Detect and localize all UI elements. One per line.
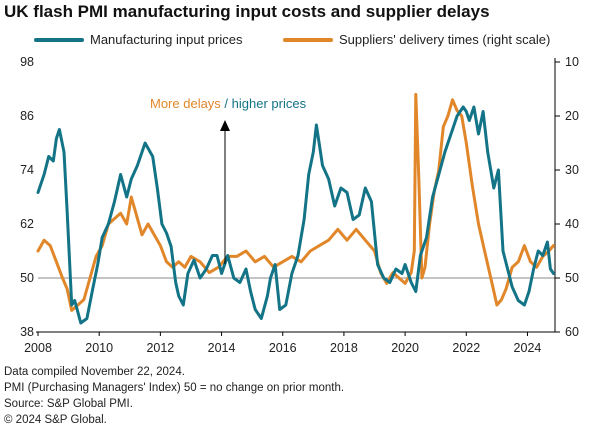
right-tick-label: 10 bbox=[565, 55, 579, 69]
x-tick-label: 2020 bbox=[391, 341, 419, 355]
annotation-separator: / bbox=[221, 96, 232, 111]
legend: Manufacturing input prices Suppliers' de… bbox=[0, 32, 591, 50]
left-axis-ticks: 38 50 62 74 86 98 bbox=[20, 55, 34, 339]
x-tick-label: 2014 bbox=[208, 341, 236, 355]
left-tick-label: 62 bbox=[20, 217, 34, 231]
x-axis-ticks: 2008 2010 2012 2014 2016 2018 2020 2022 2024 bbox=[24, 341, 541, 355]
x-axis-tick-marks bbox=[37, 332, 528, 336]
left-tick-label: 86 bbox=[20, 109, 34, 123]
series-line-delivery-times bbox=[36, 92, 555, 312]
right-tick-label: 50 bbox=[565, 271, 579, 285]
annotation: More delays / higher prices bbox=[150, 96, 307, 264]
x-tick-label: 2024 bbox=[514, 341, 542, 355]
x-tick-label: 2010 bbox=[85, 341, 113, 355]
x-tick-label: 2016 bbox=[269, 341, 297, 355]
note-copyright: © 2024 S&P Global. bbox=[4, 414, 107, 426]
right-axis-ticks: 10 20 30 40 50 60 bbox=[565, 55, 579, 339]
chart-title: UK flash PMI manufacturing input costs a… bbox=[4, 2, 490, 21]
note-source: Source: S&P Global PMI. bbox=[4, 398, 133, 410]
legend-swatch-orange bbox=[283, 37, 333, 42]
left-tick-label: 38 bbox=[20, 325, 34, 339]
right-tick-label: 20 bbox=[565, 109, 579, 123]
footnotes: Data compiled November 22, 2024. PMI (Pu… bbox=[4, 364, 344, 428]
legend-swatch-teal bbox=[34, 37, 84, 42]
note-date: Data compiled November 22, 2024. bbox=[4, 366, 185, 378]
series-line-input-prices bbox=[36, 105, 555, 325]
annotation-text: More delays / higher prices bbox=[150, 96, 307, 111]
right-tick-label: 30 bbox=[565, 163, 579, 177]
x-tick-label: 2018 bbox=[330, 341, 358, 355]
annotation-higher-prices: higher prices bbox=[232, 96, 307, 111]
legend-item-input-prices: Manufacturing input prices bbox=[34, 32, 242, 47]
x-tick-label: 2008 bbox=[24, 341, 52, 355]
right-tick-label: 60 bbox=[565, 325, 579, 339]
left-tick-label: 74 bbox=[20, 163, 34, 177]
left-tick-label: 50 bbox=[20, 271, 34, 285]
note-pmi-definition: PMI (Purchasing Managers' Index) 50 = no… bbox=[4, 382, 345, 394]
right-axis-tick-marks bbox=[555, 61, 560, 333]
annotation-more-delays: More delays bbox=[150, 96, 221, 111]
legend-label-delivery-times: Suppliers' delivery times (right scale) bbox=[339, 32, 551, 47]
x-tick-label: 2022 bbox=[452, 341, 480, 355]
annotation-arrow-head bbox=[220, 120, 230, 131]
legend-item-delivery-times: Suppliers' delivery times (right scale) bbox=[283, 32, 550, 47]
legend-label-input-prices: Manufacturing input prices bbox=[90, 32, 243, 47]
x-tick-label: 2012 bbox=[146, 341, 174, 355]
right-tick-label: 40 bbox=[565, 217, 579, 231]
left-tick-label: 98 bbox=[20, 55, 34, 69]
